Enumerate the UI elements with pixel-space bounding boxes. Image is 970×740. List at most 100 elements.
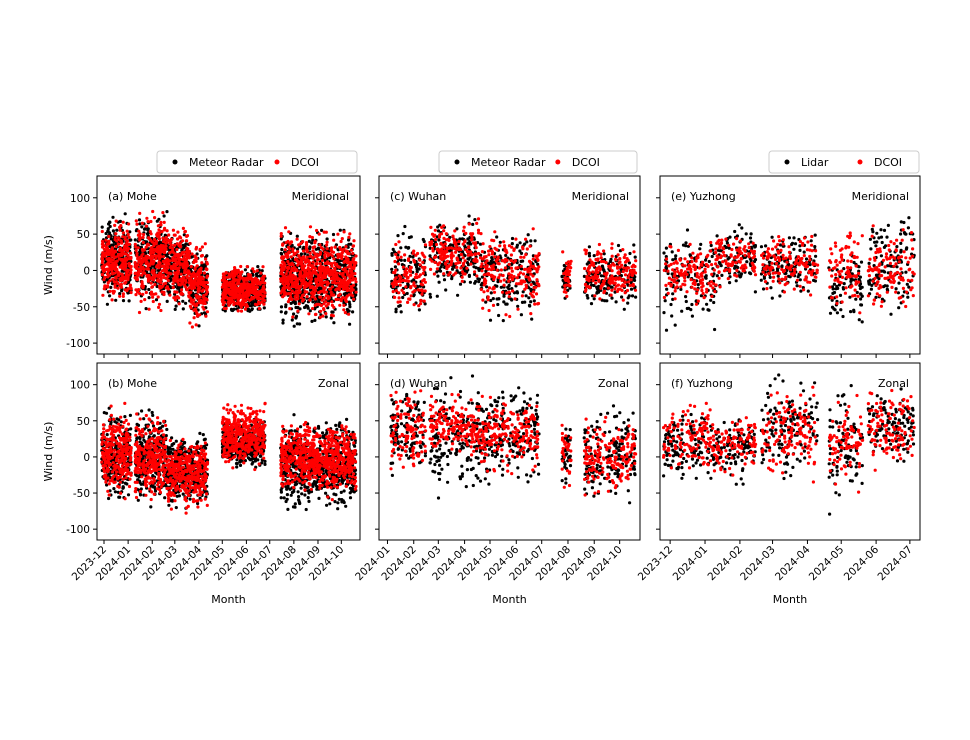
data-point [178,235,182,239]
data-point [198,278,202,282]
data-point [255,303,259,307]
data-point [281,321,285,325]
data-point [311,285,316,290]
data-point [319,289,323,293]
data-point [177,494,181,498]
data-point [200,289,204,293]
data-point [114,244,118,249]
data-point [315,228,319,233]
data-point [354,290,358,294]
data-point [104,245,109,249]
data-point [332,238,336,242]
data-point [246,291,250,295]
legend: Meteor Radar DCOI [156,150,358,174]
data-point [141,240,145,245]
data-point [261,278,265,282]
data-point [103,275,107,279]
data-point [187,256,191,260]
data-point [329,249,334,253]
data-point [240,285,244,289]
data-point [318,281,323,285]
data-point [161,284,165,288]
data-point [335,271,339,275]
data-point [297,254,301,258]
data-point [153,237,157,242]
data-point [324,312,328,316]
data-point [125,249,130,253]
data-point [284,272,288,276]
y-tick-label: -50 [73,302,90,314]
data-point [242,298,246,302]
data-point [126,253,130,257]
data-point [236,309,240,313]
data-point [138,211,142,215]
data-point [118,248,122,252]
data-point [223,276,227,280]
data-point [129,271,133,275]
legend-marker [555,159,561,165]
data-point [157,217,161,221]
data-point [140,273,144,277]
data-point [119,420,123,424]
data-point [354,280,358,284]
data-point [258,274,262,278]
data-point [297,302,301,306]
data-point [348,232,352,236]
data-point [286,239,290,244]
data-point [330,310,334,314]
data-point [337,265,342,269]
data-point [344,299,349,304]
data-point [145,273,149,277]
data-point [134,229,138,233]
data-point [320,258,324,263]
data-point [167,233,171,237]
data-point [165,427,169,432]
data-point [351,278,355,282]
data-point [202,281,206,285]
data-point [168,293,172,297]
data-point [286,300,290,304]
data-point [301,299,305,303]
data-point [169,272,173,276]
data-point [256,281,260,285]
data-point [323,261,327,265]
data-point [190,252,194,256]
data-point [286,259,290,264]
data-point [141,292,145,296]
data-point [245,276,249,280]
data-point [345,271,349,275]
data-point [106,252,110,256]
data-point [279,310,283,314]
data-point [157,234,161,238]
data-point [195,296,199,300]
data-point [314,312,318,316]
data-point [127,257,131,261]
data-point [348,305,352,309]
data-point [151,209,155,214]
data-point [308,309,312,313]
data-point [319,303,323,308]
data-point [162,268,166,272]
data-point [290,268,294,272]
data-point [324,300,328,304]
data-point [194,275,198,279]
data-point [341,272,345,277]
y-tick-label: 50 [77,229,90,241]
data-points [100,401,358,515]
data-point [196,440,200,444]
data-point [201,277,205,281]
data-point [203,284,207,288]
data-point [108,224,112,229]
data-point [336,232,340,236]
data-point [289,240,294,244]
data-point [146,243,150,247]
legend-marker [274,159,280,165]
data-point [302,249,306,253]
data-point [285,254,289,258]
data-point [145,232,150,236]
data-point [158,284,162,288]
data-point [310,274,314,278]
data-point [245,282,249,286]
data-point [148,252,153,256]
data-point [105,257,109,261]
